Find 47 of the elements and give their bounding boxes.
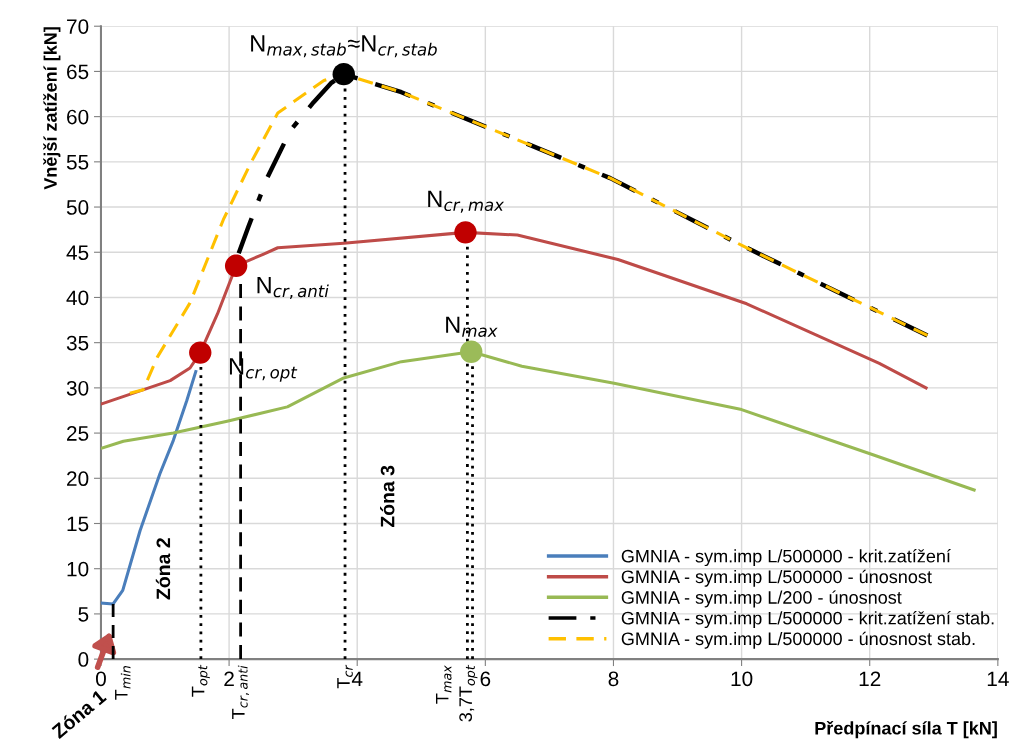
y-tick-label: 70 [67, 19, 89, 34]
x-tick-label: 14 [987, 671, 1009, 687]
x-axis-title: Předpínací síla T [kN] [815, 720, 997, 739]
y-tick-label: 55 [66, 155, 89, 170]
y-tick-label: 10 [67, 561, 89, 577]
point [460, 340, 483, 363]
point [454, 221, 477, 244]
annotation: T$_{cr}$ [337, 664, 353, 689]
annotation: T$_{min}$ [115, 666, 131, 700]
x-tick-label: 4 [351, 671, 363, 687]
x-tick-label: 8 [608, 671, 619, 687]
x-tick-label: 2 [224, 671, 234, 687]
legend-label: GMNIA - sym.imp L/200 - únosnost [621, 590, 902, 608]
y-tick-label: 5 [78, 607, 89, 622]
legend-label: GMNIA - sym.imp L/500000 - únosnost stab. [621, 631, 975, 649]
x-tick-label: 12 [859, 671, 881, 687]
y-tick-label: 50 [66, 200, 89, 215]
y-tick-label: 60 [67, 109, 89, 125]
y-tick-label: 35 [66, 335, 89, 351]
legend-label: GMNIA - sym.imp L/500000 - krit.zatížení [621, 549, 951, 567]
annotation: N$_{max,stab}$≈N$_{cr,stab}$ [251, 35, 437, 58]
y-tick-label: 40 [66, 290, 89, 306]
annotation: T$_{opt}$ [191, 664, 210, 697]
y-tick-label: 45 [66, 245, 89, 261]
y-tick-label: 20 [67, 471, 89, 487]
legend-label: GMNIA - sym.imp L/500000 - krit.zatížení stab. [621, 611, 994, 629]
annotation: N$_{cr,max}$ [428, 190, 505, 213]
annotation: Zóna 2 [155, 538, 171, 600]
annotation: N$_{max}$ [446, 316, 498, 337]
point [189, 341, 212, 364]
y-axis-title: Vnější zatížení [kN] [43, 27, 61, 190]
annotation: N$_{cr,anti}$ [257, 276, 329, 299]
y-tick-label: 30 [66, 380, 89, 396]
point [332, 62, 355, 86]
annotation: Zóna 3 [380, 465, 395, 528]
x-tick-label: 0 [95, 671, 106, 687]
x-tick-label: 6 [480, 671, 491, 687]
point [224, 254, 248, 278]
legend-label: GMNIA - sym.imp L/500000 - únosnost [621, 569, 932, 587]
annotation: 3,7T$_{opt}$ [459, 664, 478, 722]
annotation: T$_{max}$ [436, 665, 452, 704]
y-tick-label: 25 [67, 426, 89, 441]
y-tick-label: 15 [67, 516, 89, 532]
y-tick-label: 0 [78, 652, 89, 667]
y-tick-label: 65 [67, 64, 89, 80]
line-series [100, 370, 198, 606]
x-tick-label: 10 [731, 671, 753, 687]
